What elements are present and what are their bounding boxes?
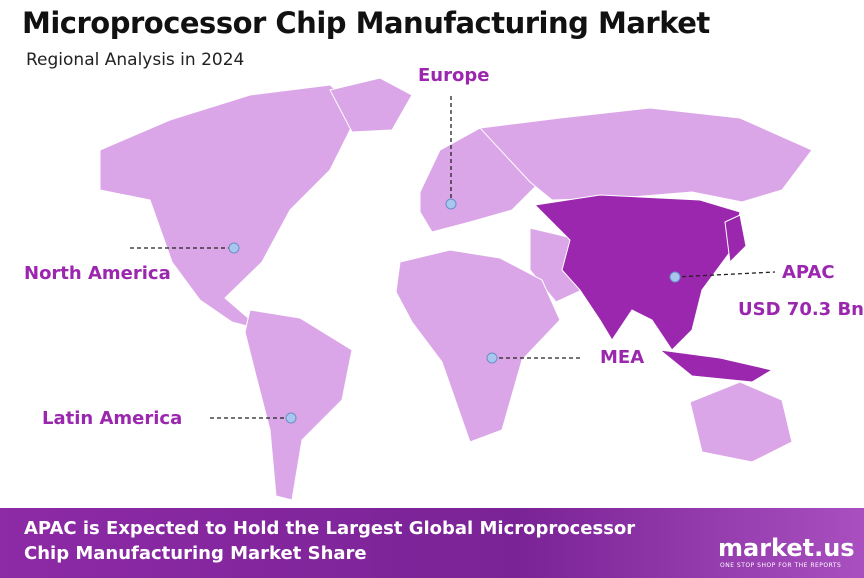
- region-dot: [285, 412, 297, 424]
- south-america: [244, 309, 353, 501]
- region-label: Latin America: [42, 408, 183, 429]
- region-label: APAC: [782, 262, 835, 283]
- footer: APAC is Expected to Hold the Largest Glo…: [0, 508, 864, 578]
- region-dot: [486, 352, 498, 364]
- asia-pacific: [533, 194, 741, 351]
- greenland: [329, 77, 413, 133]
- africa: [395, 249, 561, 443]
- region-label: Europe: [418, 65, 490, 86]
- region-label: MEA: [600, 347, 645, 368]
- title: Microprocessor Chip Manufacturing Market: [22, 6, 710, 40]
- north-asia: [478, 107, 813, 203]
- region-dot: [228, 242, 240, 254]
- region-dot: [445, 198, 457, 210]
- australia: [689, 381, 793, 463]
- leader-line: [674, 271, 776, 278]
- indonesia: [658, 349, 774, 383]
- logo: market.us: [718, 534, 855, 562]
- footer-text: APAC is Expected to Hold the Largest Glo…: [24, 518, 636, 564]
- region-dot: [669, 271, 681, 283]
- region-label: North America: [24, 263, 171, 284]
- tagline: ONE STOP SHOP FOR THE REPORTS: [720, 562, 842, 569]
- japan: [724, 214, 747, 264]
- subtitle: Regional Analysis in 2024: [26, 50, 245, 70]
- north-america: [99, 84, 361, 331]
- region-value: USD 70.3 Bn: [738, 299, 864, 320]
